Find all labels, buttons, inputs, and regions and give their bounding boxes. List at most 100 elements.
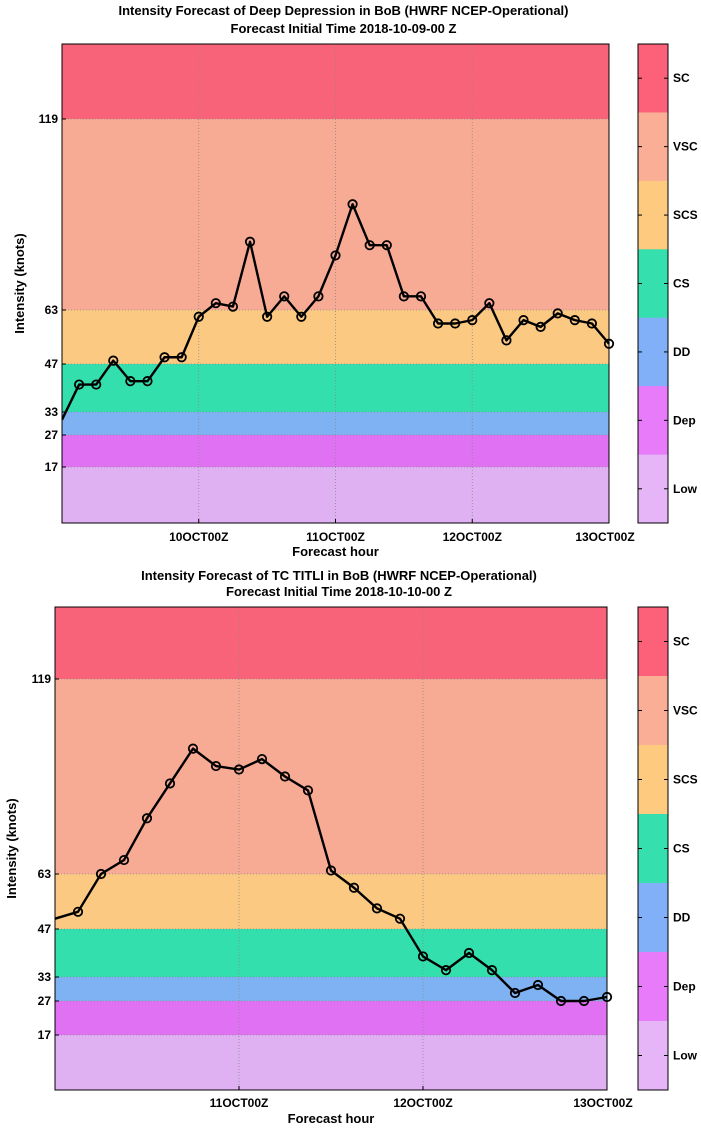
y-axis-label: Intensity (knots) bbox=[4, 798, 19, 898]
colorbar-segment-sc bbox=[638, 44, 668, 113]
y-ticks: 17 27 33 47 63 119 bbox=[39, 112, 66, 474]
colorbar-segment-vsc bbox=[638, 676, 668, 746]
data-point bbox=[210, 760, 222, 772]
data-point bbox=[72, 906, 84, 917]
x-axis-label: Forecast hour bbox=[292, 544, 379, 559]
category-colorbar: SC VSC SCS CS DD Dep Low bbox=[637, 43, 698, 524]
colorbar-label-cs: CS bbox=[673, 842, 690, 856]
data-point bbox=[569, 315, 580, 326]
data-point bbox=[125, 376, 136, 387]
data-point bbox=[371, 903, 383, 914]
y-tick-label: 17 bbox=[45, 460, 59, 474]
category-bands bbox=[55, 607, 607, 1090]
x-tick-label: 11OCT00Z bbox=[210, 1096, 269, 1110]
data-point bbox=[256, 753, 268, 765]
colorbar-label-dd: DD bbox=[673, 345, 691, 359]
x-axis-label: Forecast hour bbox=[288, 1111, 375, 1126]
data-point bbox=[417, 951, 429, 962]
colorbar-label-sc: SC bbox=[673, 635, 690, 649]
band-scs bbox=[55, 874, 607, 929]
data-point bbox=[118, 854, 130, 866]
data-point bbox=[415, 291, 427, 302]
data-point bbox=[450, 318, 461, 329]
data-point bbox=[279, 291, 290, 302]
data-point bbox=[142, 376, 153, 387]
intensity-line bbox=[62, 203, 610, 421]
data-point bbox=[603, 338, 615, 349]
data-point bbox=[463, 947, 475, 959]
y-tick-label: 119 bbox=[39, 112, 59, 126]
colorbar-segment-scs bbox=[638, 180, 668, 250]
data-point bbox=[518, 315, 529, 326]
data-point bbox=[432, 318, 444, 329]
y-tick-label: 119 bbox=[32, 672, 52, 686]
data-point bbox=[440, 965, 452, 976]
data-point bbox=[501, 335, 512, 346]
band-low bbox=[55, 1035, 607, 1090]
data-point bbox=[210, 298, 221, 309]
data-point bbox=[578, 995, 590, 1007]
colorbar-label-dd: DD bbox=[673, 911, 691, 925]
chart-1: Intensity Forecast of Deep Depression in… bbox=[12, 3, 698, 559]
y-axis-label: Intensity (knots) bbox=[12, 233, 27, 333]
colorbar-segment-cs bbox=[638, 249, 668, 319]
colorbar-segment-dd bbox=[638, 317, 668, 387]
data-point bbox=[535, 321, 546, 332]
band-dep bbox=[62, 435, 609, 467]
data-point bbox=[73, 379, 85, 390]
x-ticks: 11OCT00Z 12OCT00Z 13OCT00Z bbox=[210, 1086, 633, 1110]
band-scs bbox=[62, 310, 609, 364]
series-intensity bbox=[62, 199, 615, 421]
colorbar-segment-dep bbox=[638, 386, 668, 456]
data-point bbox=[227, 301, 239, 312]
y-tick-label: 47 bbox=[38, 922, 52, 936]
data-point bbox=[159, 352, 170, 363]
data-point bbox=[330, 250, 341, 261]
data-point bbox=[193, 311, 204, 322]
data-point bbox=[296, 311, 307, 322]
chart-2: Intensity Forecast of TC TITLI in BoB (H… bbox=[4, 568, 698, 1126]
colorbar-segment-low bbox=[638, 1021, 668, 1091]
y-tick-label: 47 bbox=[45, 357, 59, 371]
data-point bbox=[302, 785, 314, 796]
data-point bbox=[262, 311, 273, 322]
band-vsc bbox=[55, 679, 607, 874]
data-point bbox=[509, 987, 521, 999]
data-point bbox=[486, 965, 498, 976]
data-point bbox=[586, 318, 598, 329]
colorbar-label-vsc: VSC bbox=[673, 140, 698, 154]
data-point bbox=[601, 991, 613, 1003]
data-point bbox=[555, 995, 567, 1007]
series-intensity bbox=[55, 743, 613, 1007]
y-tick-label: 33 bbox=[45, 405, 59, 419]
colorbar-segment-sc bbox=[638, 607, 668, 677]
colorbar-label-low: Low bbox=[673, 482, 698, 496]
colorbar-segment-vsc bbox=[638, 112, 668, 182]
chart-title: Intensity Forecast of TC TITLI in BoB (H… bbox=[141, 568, 537, 583]
data-point bbox=[164, 778, 176, 789]
data-point bbox=[141, 813, 153, 824]
y-tick-label: 27 bbox=[45, 428, 59, 442]
data-point bbox=[233, 764, 245, 775]
chart-title: Intensity Forecast of Deep Depression in… bbox=[119, 3, 569, 18]
colorbar-label-cs: CS bbox=[673, 277, 690, 291]
x-tick-label: 12OCT00Z bbox=[443, 530, 502, 544]
data-point bbox=[394, 913, 406, 924]
data-point bbox=[347, 199, 358, 210]
data-point bbox=[95, 868, 107, 880]
colorbar-segment-dd bbox=[638, 883, 668, 953]
band-dd bbox=[62, 412, 609, 435]
x-tick-label: 12OCT00Z bbox=[393, 1096, 452, 1110]
colorbar-label-sc: SC bbox=[673, 71, 690, 85]
colorbar-label-vsc: VSC bbox=[673, 704, 698, 718]
data-point bbox=[467, 315, 478, 326]
x-tick-label: 13OCT00Z bbox=[575, 530, 634, 544]
y-tick-label: 27 bbox=[38, 994, 52, 1008]
x-tick-label: 11OCT00Z bbox=[306, 530, 365, 544]
colorbar-frame bbox=[637, 43, 669, 524]
y-tick-label: 63 bbox=[45, 303, 59, 317]
colorbar-label-dep: Dep bbox=[673, 980, 696, 994]
colorbar-label-scs: SCS bbox=[673, 208, 698, 222]
chart-subtitle: Forecast Initial Time 2018-10-09-00 Z bbox=[231, 21, 457, 36]
